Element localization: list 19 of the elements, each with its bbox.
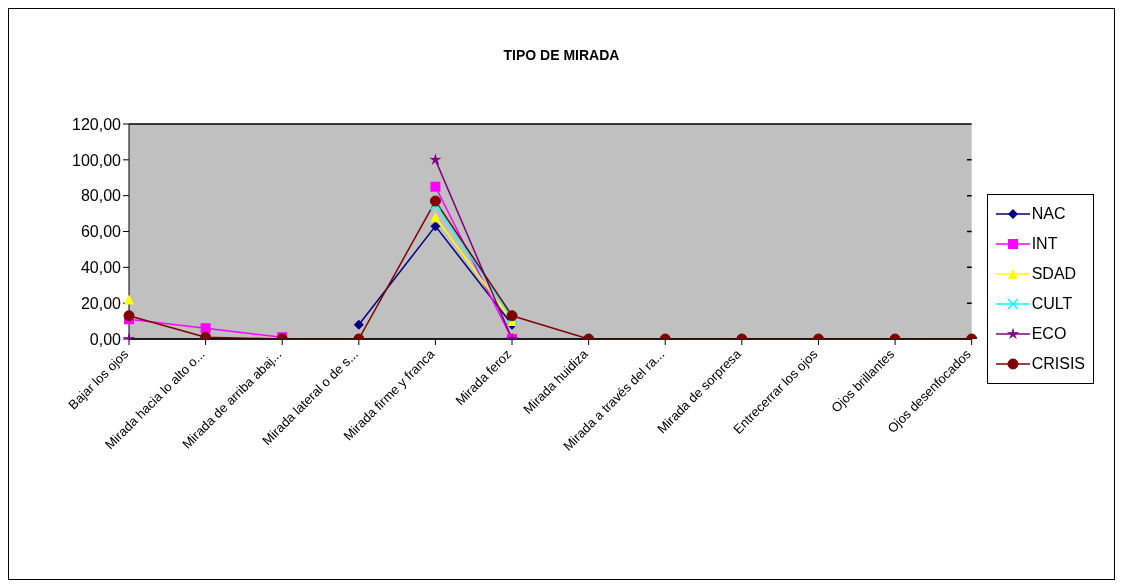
y-tick-label: 60,00 <box>80 223 122 241</box>
point <box>430 221 441 232</box>
y-tick-label: 120,00 <box>72 115 122 133</box>
y-tick-label: 20,00 <box>80 294 122 312</box>
y-tick-label: 40,00 <box>80 259 122 277</box>
legend-label: INT <box>1031 235 1058 253</box>
y-tick-label: 100,00 <box>72 151 122 169</box>
point <box>429 153 442 166</box>
legend-label: CULT <box>1031 295 1073 313</box>
y-tick-label: 0,00 <box>89 330 122 348</box>
point <box>430 212 441 223</box>
legend-label: ECO <box>1031 325 1067 343</box>
legend-label: NAC <box>1031 205 1066 223</box>
chart-title: TIPO DE MIRADA <box>502 47 621 63</box>
point <box>430 181 441 192</box>
legend-label: CRISIS <box>1031 355 1085 373</box>
legend-label: SDAD <box>1031 265 1077 283</box>
point <box>429 195 441 207</box>
y-tick-label: 80,00 <box>80 187 122 205</box>
